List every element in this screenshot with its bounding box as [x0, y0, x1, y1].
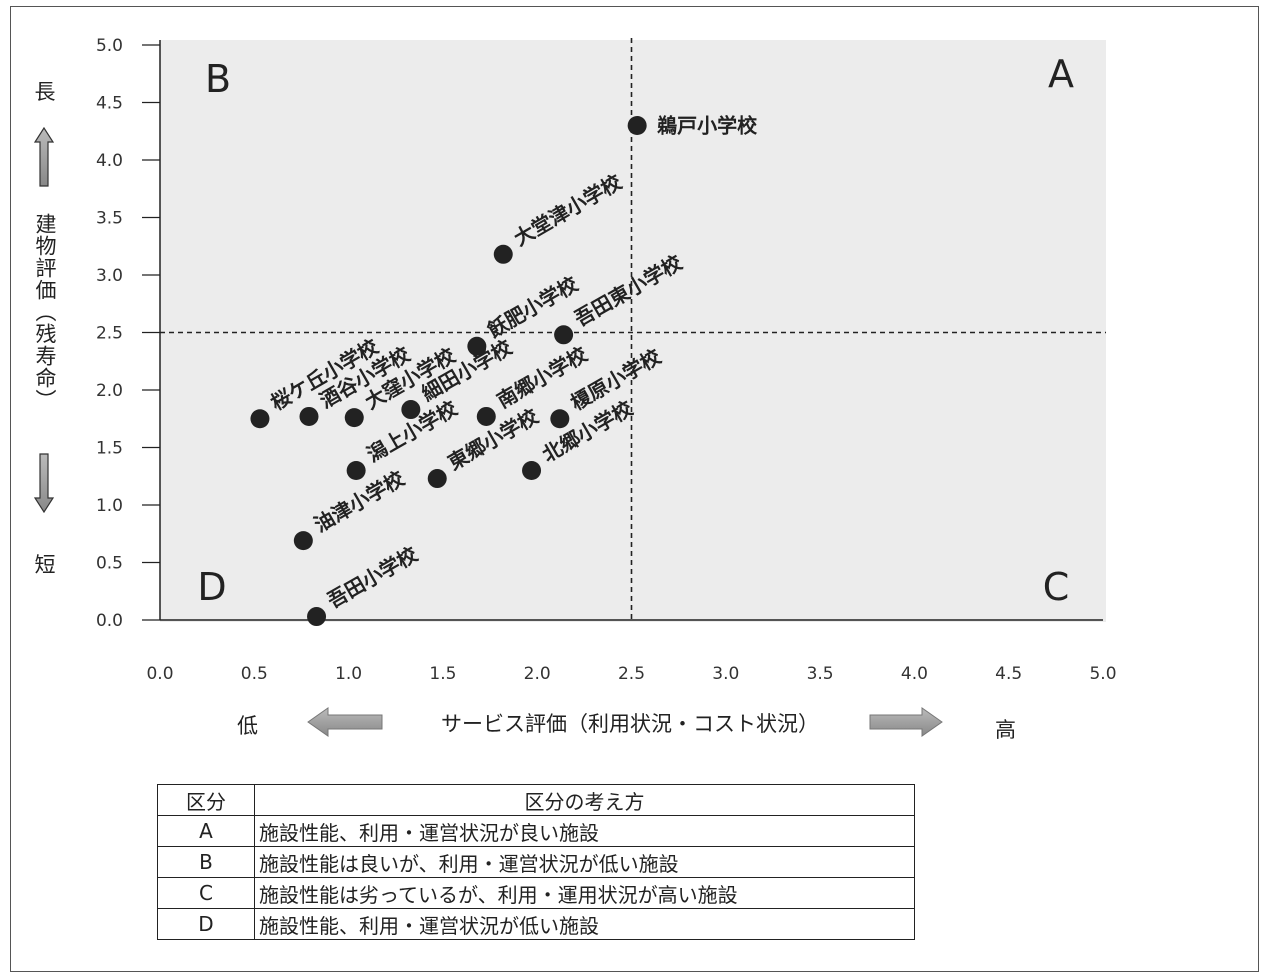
y-high-label: 長	[34, 80, 56, 104]
y-tick-label: 4.5	[96, 94, 123, 114]
y-tick-label: 4.0	[96, 151, 123, 171]
x-tick-label: 1.5	[429, 664, 456, 684]
y-tick-label: 0.0	[96, 611, 123, 631]
category-table: 区分 区分の考え方 A 施設性能、利用・運営状況が良い施設 B 施設性能は良いが…	[157, 784, 915, 940]
y-axis-title: 建物評価（残寿命）	[33, 213, 57, 411]
x-tick-label: 2.5	[618, 664, 645, 684]
x-tick-label: 3.5	[807, 664, 834, 684]
reference-lines	[160, 38, 1106, 620]
table-row: A 施設性能、利用・運営状況が良い施設	[157, 815, 915, 847]
x-tick-label: 2.0	[524, 664, 551, 684]
figure-frame	[10, 6, 1259, 972]
row-desc: 施設性能は良いが、利用・運営状況が低い施設	[254, 846, 915, 878]
y-tick-label: 2.0	[96, 381, 123, 401]
header-code: 区分	[157, 784, 255, 816]
x-tick-label: 4.0	[901, 664, 928, 684]
left-arrow-icon	[307, 707, 383, 737]
y-tick-label: 5.0	[96, 36, 123, 56]
row-code: C	[157, 877, 255, 909]
data-point	[467, 336, 487, 356]
quadrant-labels: A B C D	[197, 52, 1074, 609]
data-point	[307, 607, 327, 627]
x-tick-label: 4.5	[995, 664, 1022, 684]
data-point	[554, 325, 574, 345]
data-point	[250, 409, 270, 429]
up-arrow-icon	[33, 126, 55, 187]
row-desc: 施設性能、利用・運営状況が低い施設	[254, 908, 915, 940]
row-desc: 施設性能は劣っているが、利用・運用状況が高い施設	[254, 877, 915, 909]
data-point-label: 鵜戸小学校	[656, 114, 758, 138]
down-arrow-icon	[33, 453, 55, 514]
table-row: B 施設性能は良いが、利用・運営状況が低い施設	[157, 846, 915, 878]
data-point	[293, 531, 313, 551]
y-tick-label: 3.0	[96, 266, 123, 286]
x-tick-label: 5.0	[1089, 664, 1116, 684]
x-tick-label: 0.5	[241, 664, 268, 684]
x-low-label: 低	[237, 714, 258, 738]
scatter-chart: 0.0 0.5 1.0 1.5 2.0 2.5 3.0 3.5 4.0 4.5 5.0 0.0 0.5…	[33, 36, 1117, 737]
data-point	[627, 116, 647, 135]
row-code: B	[157, 846, 255, 878]
data-point	[476, 406, 496, 426]
quadrant-label-b: B	[205, 57, 231, 101]
data-point	[346, 461, 366, 480]
data-point	[344, 408, 364, 428]
y-tick-label: 0.5	[96, 554, 123, 574]
data-point	[401, 400, 421, 420]
row-desc: 施設性能、利用・運営状況が良い施設	[254, 815, 915, 847]
data-point	[427, 469, 447, 489]
x-high-label: 高	[995, 718, 1016, 742]
quadrant-label-d: D	[197, 565, 226, 609]
y-low-label: 短	[34, 553, 56, 577]
x-tick-labels: 0.0 0.5 1.0 1.5 2.0 2.5 3.0 3.5 4.0 4.5 5.0	[146, 664, 1116, 684]
y-tick-labels: 0.0 0.5 1.0 1.5 2.0 2.5 3.0 3.5 4.0 4.5 5.0	[96, 36, 123, 631]
x-axis-title: サービス評価（利用状況・コスト状況）	[441, 712, 819, 736]
x-tick-label: 3.0	[712, 664, 739, 684]
data-point	[522, 461, 542, 480]
right-arrow-icon	[869, 707, 943, 737]
quadrant-label-a: A	[1048, 52, 1074, 96]
quadrant-label-c: C	[1043, 565, 1070, 609]
row-code: D	[157, 908, 255, 940]
table-header-row: 区分 区分の考え方	[157, 784, 915, 816]
data-point	[299, 406, 319, 426]
data-point	[550, 409, 570, 429]
row-code: A	[157, 815, 255, 847]
table-row: C 施設性能は劣っているが、利用・運用状況が高い施設	[157, 877, 915, 909]
y-tick-label: 2.5	[96, 324, 123, 344]
plot-area	[160, 40, 1106, 622]
y-tick-label: 1.0	[96, 496, 123, 516]
x-tick-label: 0.0	[146, 664, 173, 684]
table-row: D 施設性能、利用・運営状況が低い施設	[157, 908, 915, 940]
data-point	[493, 244, 513, 264]
header-desc: 区分の考え方	[254, 784, 915, 816]
y-tick-label: 3.5	[96, 209, 123, 229]
y-tick-label: 1.5	[96, 439, 123, 459]
x-tick-label: 1.0	[335, 664, 362, 684]
